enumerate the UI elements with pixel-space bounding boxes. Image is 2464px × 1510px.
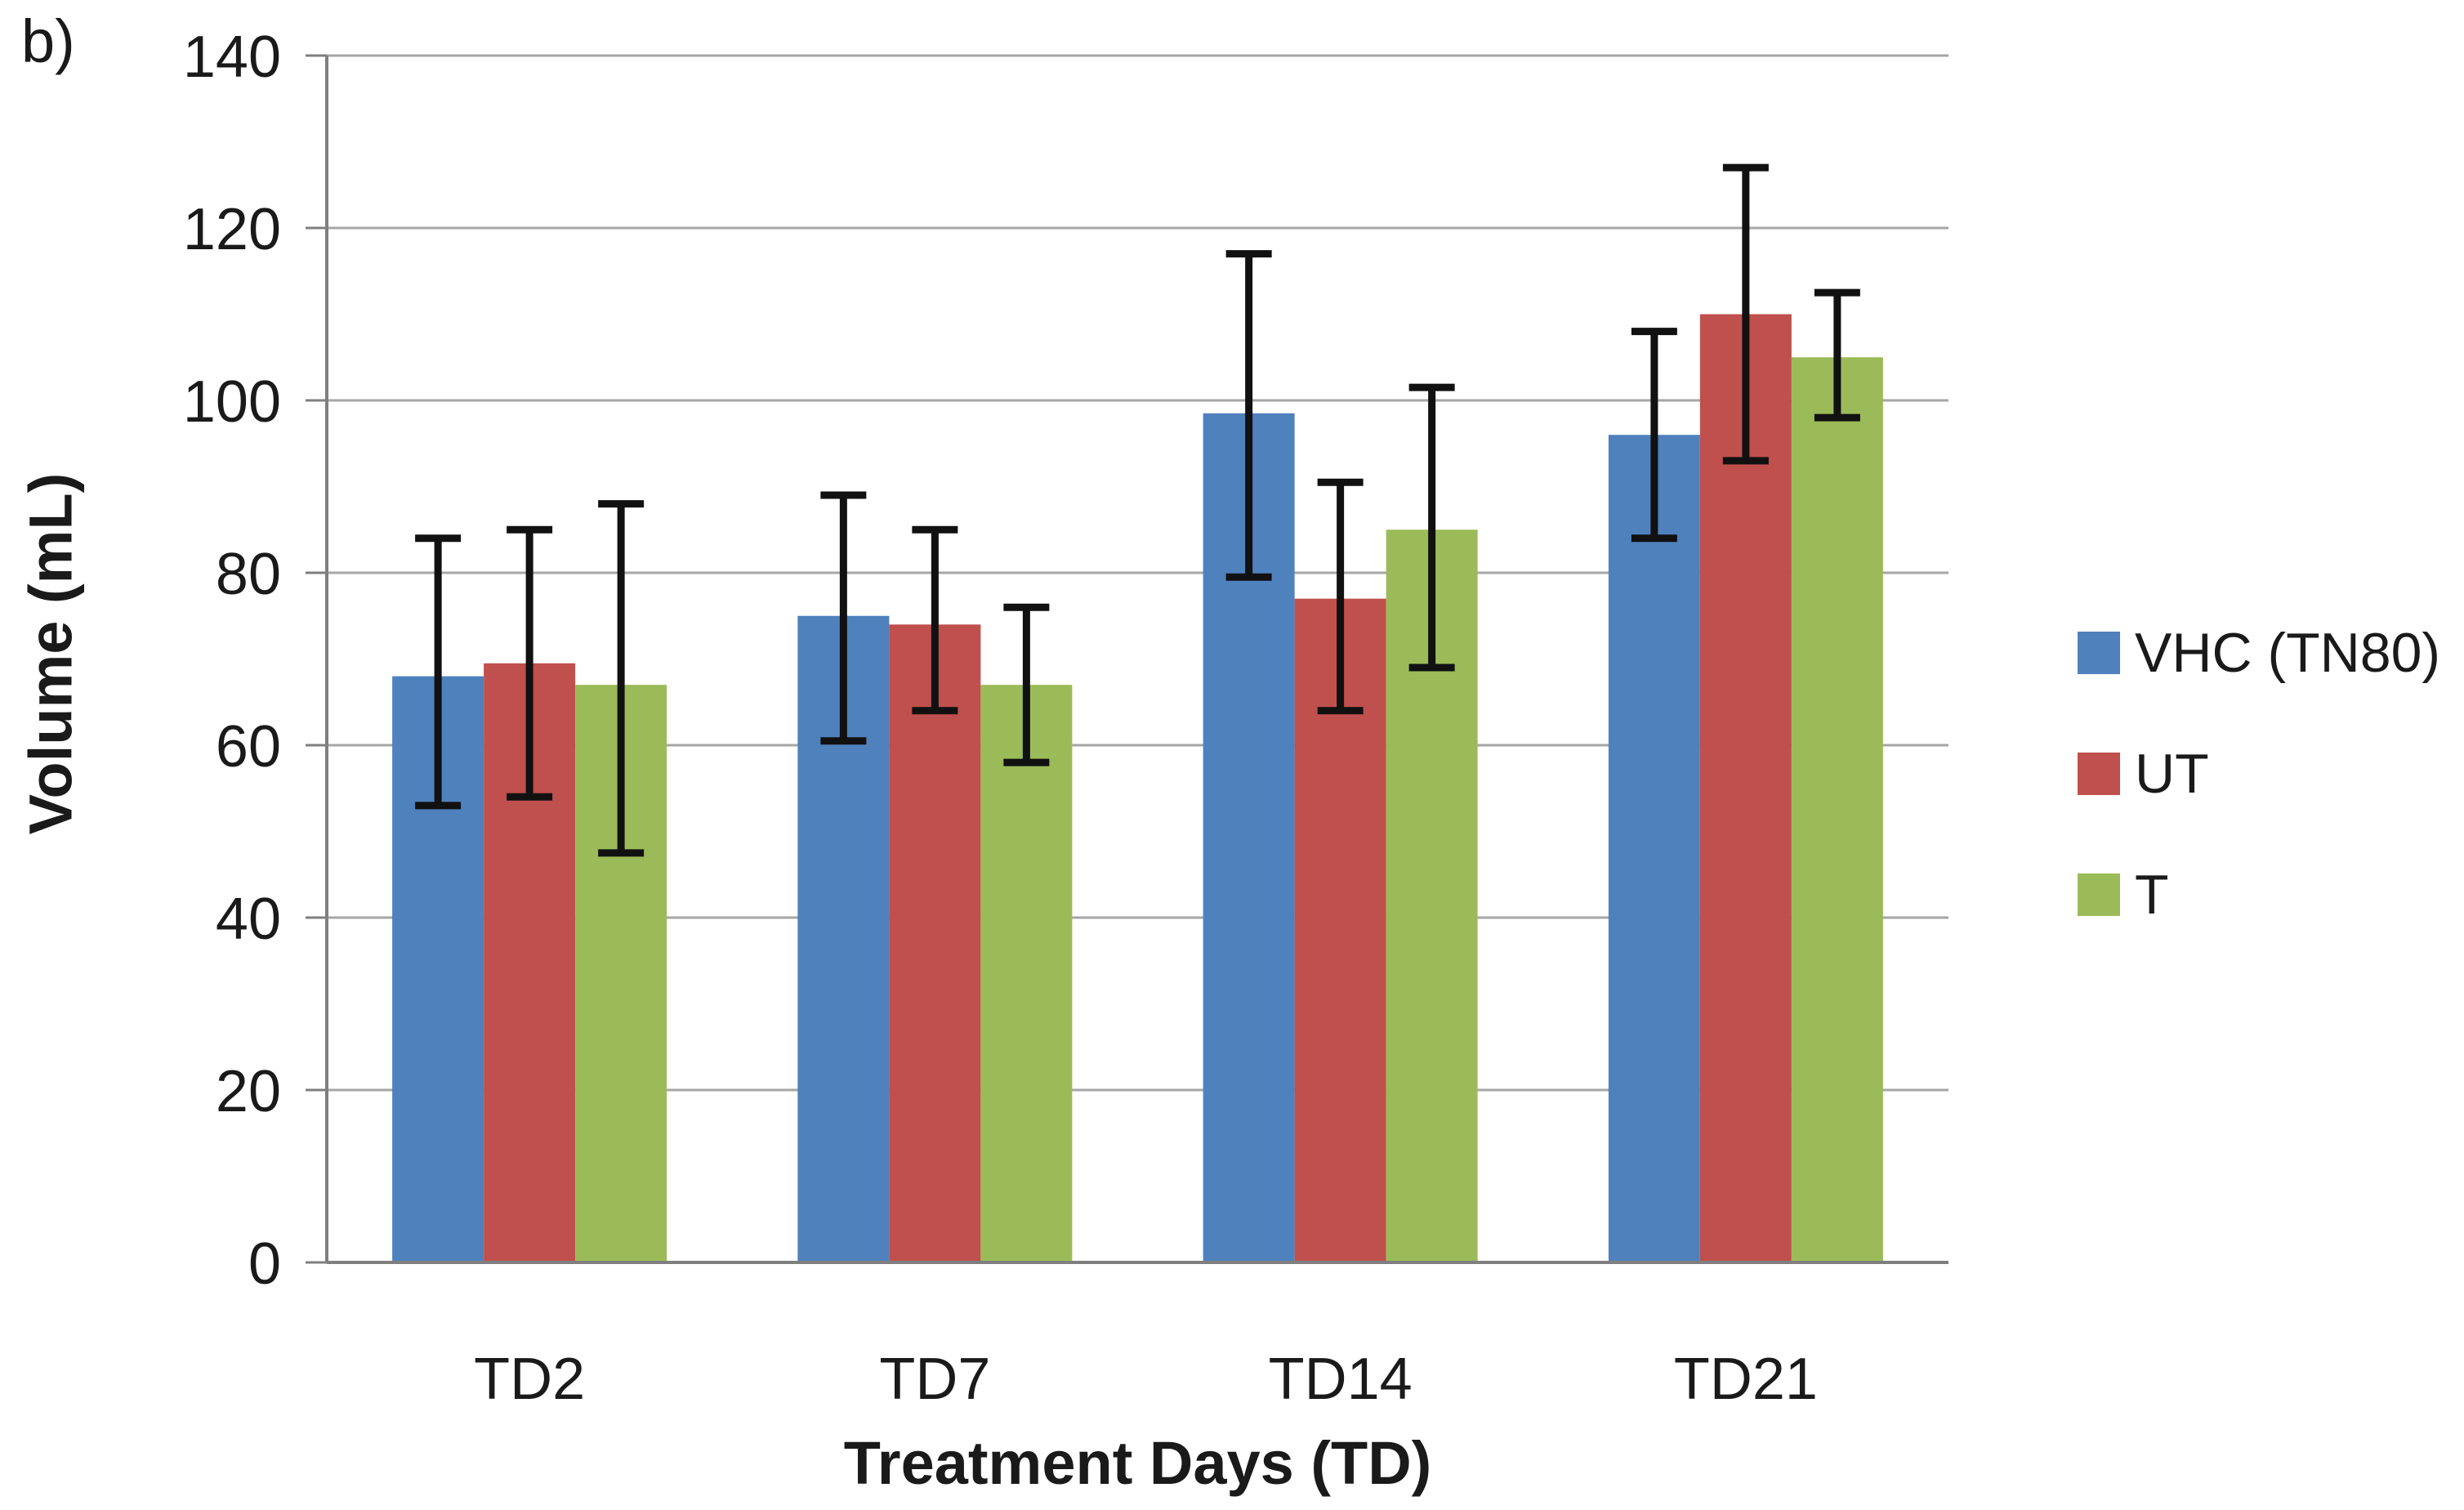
y-tick-label-40: 40 <box>216 887 281 952</box>
legend-item-vhc-tn80: VHC (TN80) <box>2078 621 2440 685</box>
x-tick-label-td7: TD7 <box>879 1347 990 1412</box>
legend-item-ut: UT <box>2078 742 2440 806</box>
x-tick-label-td21: TD21 <box>1674 1347 1818 1412</box>
y-tick-label-0: 0 <box>248 1231 281 1297</box>
y-tick-label-120: 120 <box>183 197 281 262</box>
bar-ut-td7 <box>889 624 981 1262</box>
y-tick-label-100: 100 <box>183 369 281 435</box>
legend-swatch-t <box>2078 873 2120 917</box>
legend-item-t: T <box>2078 863 2440 927</box>
bar-t-td7 <box>980 685 1073 1262</box>
x-tick-label-td2: TD2 <box>474 1347 585 1412</box>
y-tick-label-80: 80 <box>216 542 281 607</box>
figure-panel-label: b) <box>21 7 75 75</box>
x-tick-label-td14: TD14 <box>1269 1347 1413 1412</box>
bar-t-td21 <box>1791 357 1883 1262</box>
legend-swatch-ut <box>2078 753 2120 796</box>
legend-label-vhc-tn80: VHC (TN80) <box>2135 622 2441 684</box>
bar-ut-td21 <box>1699 314 1792 1262</box>
legend-label-t: T <box>2135 864 2169 927</box>
legend: VHC (TN80) UT T <box>2078 621 2440 927</box>
y-tick-label-60: 60 <box>216 714 281 780</box>
legend-label-ut: UT <box>2135 743 2209 806</box>
y-tick-label-20: 20 <box>216 1059 281 1124</box>
legend-swatch-vhc-tn80 <box>2078 632 2120 675</box>
x-axis-title: Treatment Days (TD) <box>843 1429 1432 1497</box>
y-tick-label-140: 140 <box>183 25 281 90</box>
bar-vhc-tn80-td21 <box>1608 435 1700 1262</box>
